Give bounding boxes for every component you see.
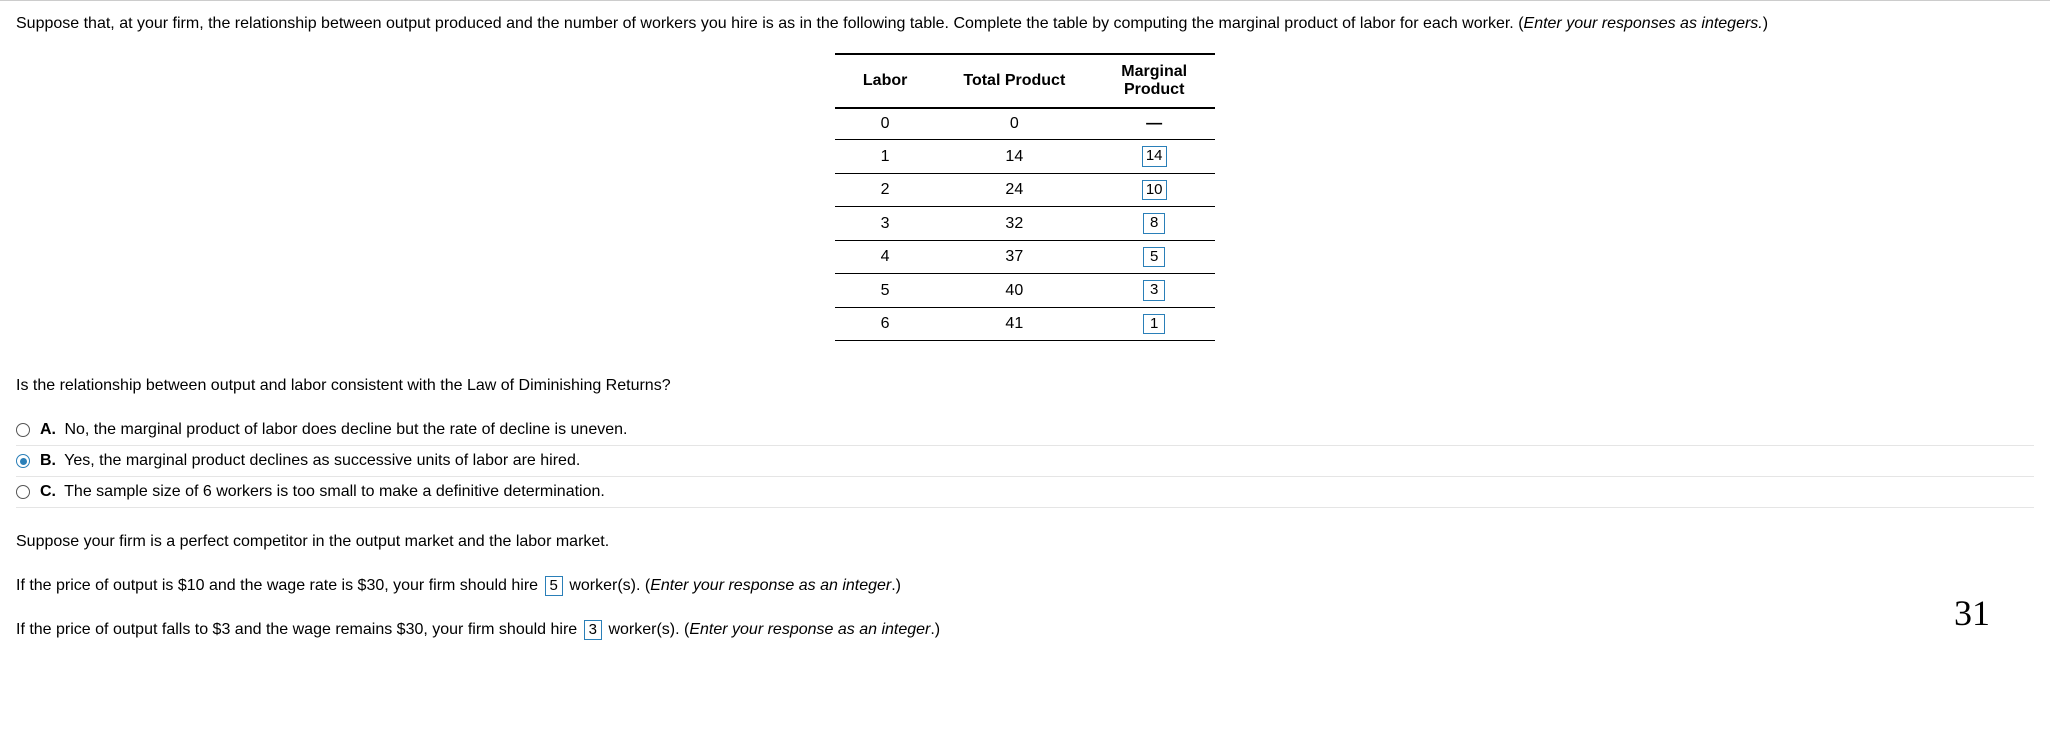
table-row: 224 10 bbox=[835, 173, 1215, 207]
hire-question-1: If the price of output is $10 and the wa… bbox=[16, 574, 2034, 598]
cell-labor: 5 bbox=[835, 274, 935, 308]
mp-answer-input[interactable]: 5 bbox=[1143, 247, 1165, 268]
cell-marginal-product: 8 bbox=[1093, 207, 1215, 241]
mp-answer-input[interactable]: 10 bbox=[1142, 180, 1167, 201]
cell-total-product: 14 bbox=[935, 140, 1093, 174]
table-row: 437 5 bbox=[835, 240, 1215, 274]
col-marginal-product: Marginal Product bbox=[1093, 54, 1215, 109]
cell-total-product: 41 bbox=[935, 307, 1093, 341]
option-row[interactable]: B. Yes, the marginal product declines as… bbox=[16, 446, 2034, 477]
option-row[interactable]: C. The sample size of 6 workers is too s… bbox=[16, 477, 2034, 508]
option-row[interactable]: A. No, the marginal product of labor doe… bbox=[16, 415, 2034, 446]
table-container: Labor Total Product Marginal Product 00 —… bbox=[16, 53, 2034, 342]
handwritten-annotation: 31 bbox=[1954, 592, 1990, 634]
option-text: No, the marginal product of labor does d… bbox=[64, 421, 627, 438]
cell-labor: 4 bbox=[835, 240, 935, 274]
competitor-statement: Suppose your firm is a perfect competito… bbox=[16, 530, 2034, 554]
mp-answer-input[interactable]: 14 bbox=[1142, 146, 1167, 167]
mp-answer-input[interactable]: 3 bbox=[1143, 280, 1165, 301]
hire1-answer-input[interactable]: 5 bbox=[545, 576, 563, 596]
cell-marginal-product: 5 bbox=[1093, 240, 1215, 274]
option-text: The sample size of 6 workers is too smal… bbox=[64, 483, 605, 500]
mp-answer-input[interactable]: 8 bbox=[1143, 213, 1165, 234]
table-row: 332 8 bbox=[835, 207, 1215, 241]
cell-total-product: 24 bbox=[935, 173, 1093, 207]
radio-icon[interactable] bbox=[16, 485, 30, 499]
table-row: 641 1 bbox=[835, 307, 1215, 341]
cell-total-product: 0 bbox=[935, 108, 1093, 140]
col-total-product: Total Product bbox=[935, 54, 1093, 109]
cell-labor: 3 bbox=[835, 207, 935, 241]
mp-answer-input[interactable]: 1 bbox=[1143, 314, 1165, 335]
table-row: 540 3 bbox=[835, 274, 1215, 308]
option-letter: A. bbox=[40, 421, 56, 438]
hire-question-2: If the price of output falls to $3 and t… bbox=[16, 618, 2034, 642]
prompt-text-a: Suppose that, at your firm, the relation… bbox=[16, 15, 1524, 32]
table-row: 00 — bbox=[835, 108, 1215, 140]
prompt-text-b: Enter your responses as integers. bbox=[1524, 15, 1763, 32]
option-text: Yes, the marginal product declines as su… bbox=[64, 452, 580, 469]
question-diminishing: Is the relationship between output and l… bbox=[16, 377, 2034, 395]
cell-marginal-product: 10 bbox=[1093, 173, 1215, 207]
cell-total-product: 32 bbox=[935, 207, 1093, 241]
dash-icon: — bbox=[1146, 115, 1162, 132]
hire2-answer-input[interactable]: 3 bbox=[584, 620, 602, 640]
radio-icon[interactable] bbox=[16, 454, 30, 468]
cell-marginal-product: 14 bbox=[1093, 140, 1215, 174]
table-row: 11414 bbox=[835, 140, 1215, 174]
cell-labor: 6 bbox=[835, 307, 935, 341]
prompt-text-c: ) bbox=[1763, 15, 1768, 32]
options-list: A. No, the marginal product of labor doe… bbox=[16, 415, 2034, 508]
cell-marginal-product: 3 bbox=[1093, 274, 1215, 308]
cell-labor: 1 bbox=[835, 140, 935, 174]
radio-icon[interactable] bbox=[16, 423, 30, 437]
cell-total-product: 40 bbox=[935, 274, 1093, 308]
option-letter: B. bbox=[40, 452, 56, 469]
cell-labor: 0 bbox=[835, 108, 935, 140]
cell-marginal-product: 1 bbox=[1093, 307, 1215, 341]
question-prompt: Suppose that, at your firm, the relation… bbox=[16, 13, 2034, 35]
col-labor: Labor bbox=[835, 54, 935, 109]
cell-marginal-product: — bbox=[1093, 108, 1215, 140]
cell-total-product: 37 bbox=[935, 240, 1093, 274]
option-letter: C. bbox=[40, 483, 56, 500]
labor-table: Labor Total Product Marginal Product 00 —… bbox=[835, 53, 1215, 342]
cell-labor: 2 bbox=[835, 173, 935, 207]
